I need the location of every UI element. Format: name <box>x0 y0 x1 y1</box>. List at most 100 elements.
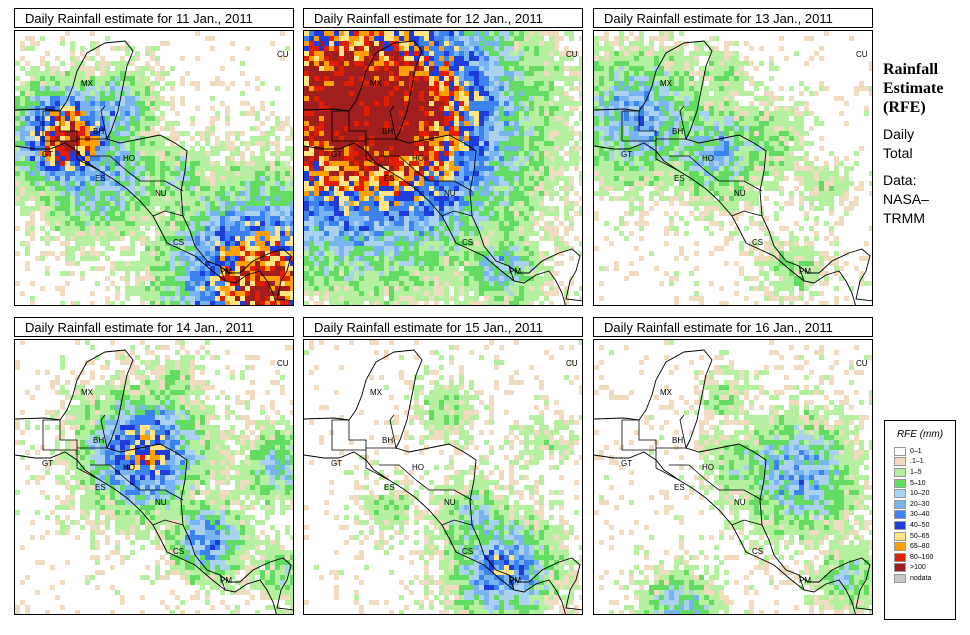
rainfall-cell <box>569 81 574 86</box>
rainfall-cell <box>309 56 314 61</box>
rainfall-cell <box>210 236 215 241</box>
rainfall-cell <box>519 191 524 196</box>
rainfall-cell <box>489 166 494 171</box>
rainfall-cell <box>140 291 145 296</box>
rainfall-cell <box>554 101 559 106</box>
rainfall-cell <box>55 226 60 231</box>
rainfall-cell <box>379 156 384 161</box>
rainfall-cell <box>70 141 75 146</box>
rainfall-cell <box>45 131 50 136</box>
rainfall-cell <box>389 81 394 86</box>
rainfall-cell <box>389 66 394 71</box>
rainfall-cell <box>539 261 544 266</box>
rainfall-cell <box>479 276 484 281</box>
rainfall-cell <box>384 111 389 116</box>
rainfall-cell <box>80 86 85 91</box>
rainfall-cell <box>60 76 65 81</box>
rainfall-cell <box>155 226 160 231</box>
rainfall-cell <box>434 226 439 231</box>
rainfall-cell <box>195 206 200 211</box>
rainfall-cell <box>464 256 469 261</box>
rainfall-cell <box>319 261 324 266</box>
rainfall-cell <box>434 216 439 221</box>
rainfall-cell <box>80 256 85 261</box>
rainfall-cell <box>205 151 210 156</box>
rainfall-cell <box>414 71 419 76</box>
rainfall-cell <box>95 196 100 201</box>
rainfall-cell <box>100 206 105 211</box>
rainfall-cell <box>245 181 250 186</box>
rainfall-cell <box>205 296 210 301</box>
rainfall-cell <box>479 151 484 156</box>
rainfall-cell <box>514 81 519 86</box>
rainfall-cell <box>70 151 75 156</box>
rainfall-cell <box>549 231 554 236</box>
rainfall-cell <box>544 126 549 131</box>
rainfall-cell <box>110 141 115 146</box>
rainfall-cell <box>265 296 270 301</box>
rainfall-cell <box>479 156 484 161</box>
rainfall-cell <box>110 111 115 116</box>
rainfall-cell <box>150 91 155 96</box>
rainfall-cell <box>120 156 125 161</box>
rainfall-cell <box>160 251 165 256</box>
rainfall-cell <box>454 111 459 116</box>
rainfall-cell <box>414 61 419 66</box>
rainfall-cell <box>499 271 504 276</box>
rainfall-cell <box>419 81 424 86</box>
country-border <box>90 155 184 192</box>
rainfall-cell <box>354 86 359 91</box>
rainfall-cell <box>414 121 419 126</box>
rainfall-cell <box>40 106 45 111</box>
rainfall-cell <box>409 246 414 251</box>
rainfall-cell <box>175 241 180 246</box>
rainfall-cell <box>95 266 100 271</box>
rainfall-cell <box>384 91 389 96</box>
rainfall-cell <box>145 76 150 81</box>
rainfall-cell <box>534 281 539 286</box>
rainfall-cell <box>509 221 514 226</box>
rainfall-cell <box>344 181 349 186</box>
rainfall-cell <box>434 121 439 126</box>
rainfall-cell <box>240 281 245 286</box>
rainfall-cell <box>155 301 160 305</box>
rainfall-cell <box>20 91 25 96</box>
rainfall-cell <box>110 71 115 76</box>
rainfall-cell <box>374 141 379 146</box>
rainfall-cell <box>220 201 225 206</box>
rainfall-cell <box>534 256 539 261</box>
rainfall-cell <box>469 151 474 156</box>
rainfall-cell <box>90 96 95 101</box>
rainfall-cell <box>205 201 210 206</box>
rainfall-cell <box>364 191 369 196</box>
rainfall-cell <box>50 201 55 206</box>
rainfall-cell <box>444 161 449 166</box>
rainfall-cell <box>185 291 190 296</box>
rainfall-cell <box>40 91 45 96</box>
rainfall-cell <box>384 261 389 266</box>
rainfall-cell <box>519 201 524 206</box>
rainfall-cell <box>15 181 20 186</box>
country-label: ES <box>95 174 106 183</box>
rainfall-cell <box>484 36 489 41</box>
rainfall-cell <box>245 271 250 276</box>
rainfall-cell <box>564 231 569 236</box>
rainfall-cell <box>140 266 145 271</box>
rainfall-cell <box>170 166 175 171</box>
rainfall-cell <box>374 111 379 116</box>
rainfall-cell <box>55 186 60 191</box>
rainfall-cell <box>519 56 524 61</box>
rainfall-cell <box>324 76 329 81</box>
rainfall-cell <box>205 281 210 286</box>
rainfall-cell <box>479 216 484 221</box>
rainfall-cell <box>509 131 514 136</box>
rainfall-cell <box>329 151 334 156</box>
rainfall-cell <box>265 261 270 266</box>
rainfall-cell <box>314 166 319 171</box>
rainfall-cell <box>349 206 354 211</box>
rainfall-cell <box>95 46 100 51</box>
rainfall-cell <box>100 176 105 181</box>
rainfall-cell <box>40 111 45 116</box>
rainfall-cell <box>554 251 559 256</box>
rainfall-cell <box>474 161 479 166</box>
